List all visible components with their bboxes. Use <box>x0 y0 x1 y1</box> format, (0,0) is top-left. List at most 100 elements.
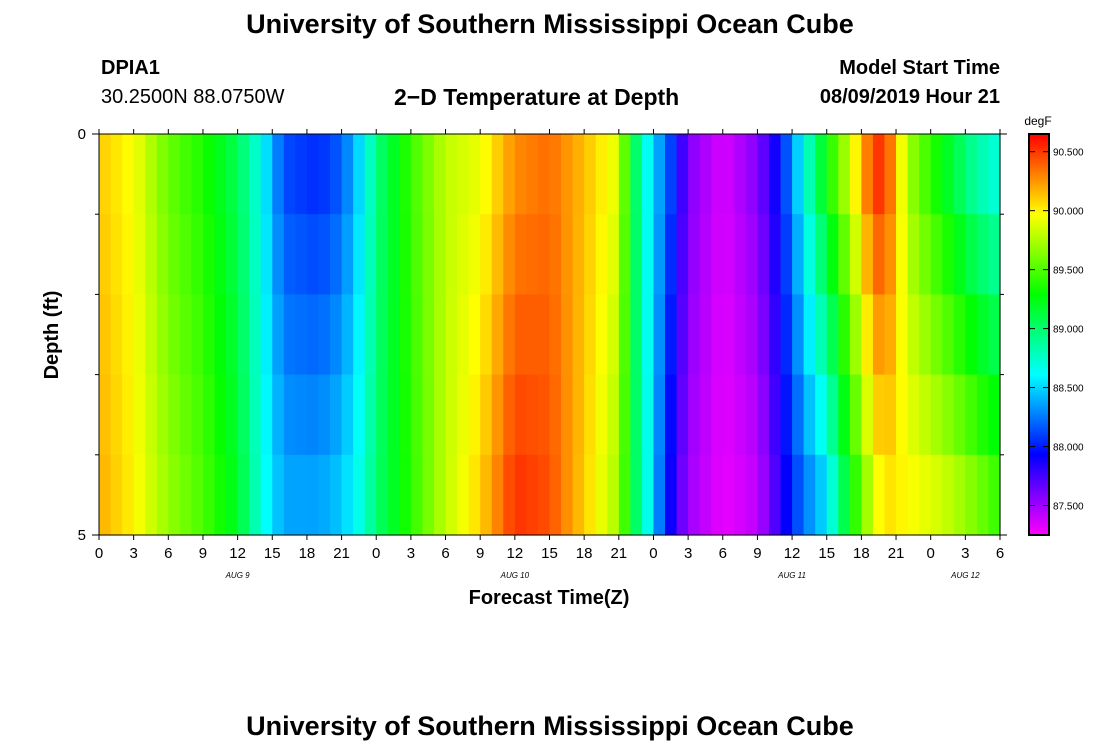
heatmap-cell <box>353 454 366 536</box>
heatmap-cell <box>549 214 562 295</box>
heatmap-cell <box>376 214 389 295</box>
heatmap-cell <box>641 134 655 215</box>
heatmap-cell <box>745 214 759 295</box>
heatmap-cell <box>110 214 123 295</box>
heatmap-cell <box>272 454 285 536</box>
heatmap-cell <box>145 214 158 295</box>
heatmap-cell <box>965 134 978 215</box>
heatmap-cell <box>942 214 955 295</box>
heatmap-cell <box>237 374 250 456</box>
heatmap-cell <box>445 374 458 456</box>
x-tick-label: 15 <box>818 545 835 562</box>
heatmap-cell <box>919 454 932 536</box>
heatmap-cell <box>399 214 412 295</box>
heatmap-cell <box>387 294 400 376</box>
heatmap-cell <box>942 374 955 456</box>
heatmap-cell <box>133 214 146 295</box>
footer-title: University of Southern Mississippi Ocean… <box>246 711 854 741</box>
heatmap-cell <box>641 374 655 456</box>
heatmap-cell <box>295 134 308 215</box>
heatmap-cell <box>815 294 828 376</box>
heatmap-cell <box>468 454 481 536</box>
heatmap-cell <box>699 214 712 295</box>
y-axis-ticks: 05 <box>78 126 1007 544</box>
heatmap-cell <box>849 214 862 295</box>
heatmap-cell <box>676 294 689 376</box>
heatmap-cell <box>653 214 666 295</box>
heatmap-cell <box>306 374 320 456</box>
heatmap-cell <box>330 134 343 215</box>
heatmap-cell <box>595 374 608 456</box>
heatmap-cell <box>295 214 308 295</box>
date-label: AUG 10 <box>500 571 530 580</box>
heatmap-cell <box>237 134 250 215</box>
heatmap-cell <box>630 134 643 215</box>
heatmap-cell <box>826 454 839 536</box>
heatmap-cell <box>283 294 296 376</box>
x-tick-label: 9 <box>753 545 761 562</box>
heatmap-cell <box>202 214 216 295</box>
heatmap-cell <box>202 374 216 456</box>
station-coords: 30.2500N 88.0750W <box>101 86 285 108</box>
heatmap-cell <box>595 454 608 536</box>
heatmap-cell <box>826 374 839 456</box>
heatmap-cell <box>283 374 296 456</box>
heatmap-cell <box>457 134 470 215</box>
heatmap-cell <box>168 214 181 295</box>
heatmap-cell <box>618 454 631 536</box>
heatmap-cell <box>99 214 112 295</box>
x-tick-label: 21 <box>610 545 627 562</box>
heatmap-cell <box>353 374 366 456</box>
heatmap-cell <box>410 134 424 215</box>
heatmap-cell <box>433 454 447 536</box>
heatmap-cell <box>526 214 539 295</box>
heatmap-cell <box>122 454 135 536</box>
heatmap-cell <box>792 374 805 456</box>
heatmap-cell <box>561 454 574 536</box>
heatmap-cell <box>353 294 366 376</box>
heatmap-cell <box>780 454 793 536</box>
heatmap-cell <box>387 374 400 456</box>
heatmap-cell <box>480 134 493 215</box>
heatmap-cell <box>595 294 608 376</box>
heatmap-cell <box>815 134 828 215</box>
heatmap-cell <box>838 374 851 456</box>
heatmap-cell <box>653 374 666 456</box>
heatmap-cell <box>283 454 296 536</box>
x-tick-label: 12 <box>784 545 801 562</box>
heatmap-cell <box>780 374 793 456</box>
colorbar <box>1028 133 1050 536</box>
heatmap-cell <box>272 214 285 295</box>
heatmap-cell <box>249 454 262 536</box>
heatmap-cell <box>133 374 146 456</box>
heatmap-cell <box>976 134 990 215</box>
heatmap-cell <box>884 134 897 215</box>
heatmap-cell <box>99 374 112 456</box>
x-tick-label: 15 <box>541 545 558 562</box>
heatmap-cell <box>722 214 735 295</box>
heatmap-cell <box>607 454 620 536</box>
heatmap-cell <box>896 454 909 536</box>
heatmap-cell <box>110 374 123 456</box>
heatmap-cell <box>249 134 262 215</box>
heatmap-cell <box>849 134 862 215</box>
heatmap-cell <box>907 294 920 376</box>
heatmap-cell <box>780 214 793 295</box>
model-start-label: Model Start Time <box>839 57 1000 79</box>
heatmap-cell <box>584 214 597 295</box>
heatmap-cell <box>699 454 712 536</box>
heatmap-cell <box>387 134 400 215</box>
heatmap-cell <box>491 134 504 215</box>
heatmap-cell <box>595 214 608 295</box>
heatmap-cell <box>815 374 828 456</box>
heatmap-cell <box>480 454 493 536</box>
heatmap-cell <box>318 134 331 215</box>
heatmap-cell <box>399 454 412 536</box>
heatmap-cell <box>849 294 862 376</box>
heatmap-cell <box>410 214 424 295</box>
heatmap-cell <box>110 134 123 215</box>
heatmap-cell <box>491 214 504 295</box>
heatmap-cell <box>376 134 389 215</box>
heatmap-cell <box>572 454 585 536</box>
heatmap-cell <box>699 134 712 215</box>
